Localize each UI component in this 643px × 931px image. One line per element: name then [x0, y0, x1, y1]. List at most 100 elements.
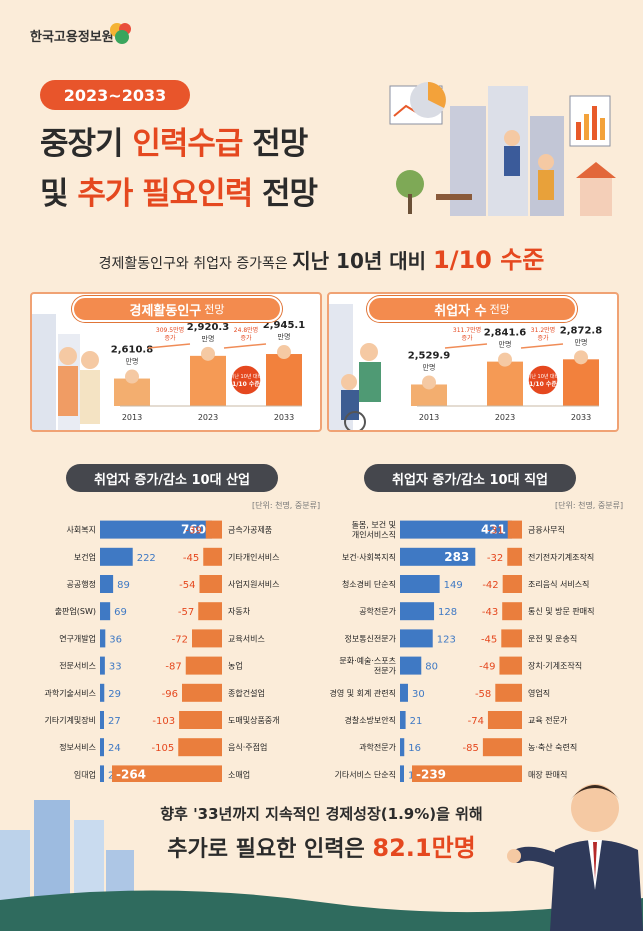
page-title-line2: 및 추가 필요인력 전망 — [40, 176, 318, 212]
bar-increase — [400, 656, 422, 675]
bar-increase — [100, 575, 114, 593]
panel-stamp-text: 지난 10년 대비 — [527, 373, 560, 380]
panel-increase-label: 31.2만명 — [531, 326, 555, 334]
person-icon — [422, 375, 436, 390]
panel-year-label: 2033 — [274, 413, 294, 422]
bar-increase — [100, 547, 133, 566]
bar-increase-value: 30 — [412, 689, 425, 700]
bar-decrease-category: 음식·주점업 — [228, 742, 267, 752]
bar-decrease — [199, 575, 222, 593]
bar-decrease-category: 금융사무직 — [528, 525, 565, 535]
bar-increase — [100, 738, 104, 757]
person-icon — [201, 346, 215, 361]
bar-decrease-category: 매장 판매직 — [528, 769, 567, 779]
bar-decrease — [179, 711, 222, 729]
footer-line2: 추가로 필요한 인력은 82.1만명 — [167, 834, 476, 862]
bar-increase-value: 123 — [437, 634, 456, 645]
bar-decrease — [198, 602, 222, 621]
bar-increase-category: 임대업 — [74, 770, 96, 779]
bar-increase — [100, 683, 105, 702]
panel-stamp-text: 1/10 수준 — [529, 380, 557, 388]
bar-decrease-value: -45 — [481, 634, 497, 645]
bar-decrease-category: 종합건설업 — [228, 688, 265, 698]
panel-value-label: 2,945.1 — [263, 320, 305, 331]
bar-decrease-category: 금속가공제품 — [228, 526, 272, 535]
subheadline: 경제활동인구와 취업자 증가폭은 지난 10년 대비 1/10 수준 — [98, 246, 545, 274]
bar-decrease — [112, 765, 222, 782]
logo-leaf-icon — [110, 23, 131, 44]
bar-decrease-value: -43 — [482, 607, 498, 618]
bar-increase-category: 경찰소방보안직 — [344, 715, 396, 725]
bar-increase — [400, 738, 405, 757]
logo-text: 한국고용정보원 — [30, 30, 114, 45]
bar-increase-category: 공학전문가 — [359, 606, 396, 616]
bar-increase-value: 128 — [438, 607, 457, 618]
panel-unit-label: 만명 — [499, 340, 512, 349]
panel-value-label: 2,920.3 — [187, 322, 229, 333]
header-illustration — [389, 82, 616, 216]
bar-decrease-category: 농업 — [228, 662, 243, 671]
bar-increase — [400, 520, 512, 539]
panel-stamp-text: 1/10 수준 — [232, 380, 260, 388]
panel-year-label: 2023 — [198, 413, 218, 422]
bar-increase — [100, 711, 104, 729]
bar-increase-value: 89 — [117, 580, 130, 591]
panel-increase-label: 증가 — [240, 334, 252, 342]
bar-increase — [400, 683, 408, 702]
bar-decrease — [501, 629, 522, 648]
bar-decrease-category: 통신 및 방문 판매직 — [528, 606, 595, 616]
bar-increase — [100, 629, 106, 648]
bar-decrease — [185, 656, 222, 675]
panel-bar — [190, 355, 226, 406]
panel-increase-label: 24.8만명 — [234, 326, 258, 334]
bar-decrease-category: 장치·기계조작직 — [528, 661, 582, 671]
bar-decrease-value: -103 — [152, 716, 175, 727]
bar-increase-category: 사회복지 — [67, 526, 96, 535]
bar-decrease-category: 사업지원서비스 — [228, 580, 280, 589]
person-icon — [277, 345, 291, 360]
person-icon — [498, 352, 512, 367]
bar-decrease-category: 교육 전문가 — [528, 715, 568, 725]
panel-unit-label: 만명 — [126, 357, 139, 366]
occupation-chart-title: 취업자 증가/감소 10대 직업 — [364, 464, 576, 492]
bar-decrease-value: -72 — [172, 634, 188, 645]
bar-decrease — [178, 738, 222, 757]
bar-increase-value: 149 — [444, 580, 463, 591]
period-badge: 2023~2033 — [40, 80, 190, 110]
panel-value-label: 2,872.8 — [560, 325, 602, 336]
bar-increase-category: 전문가 — [374, 666, 397, 676]
panel-unit-label: 만명 — [278, 332, 291, 341]
panel-increase-label: 증가 — [461, 334, 473, 342]
bar-decrease-value: -45 — [183, 553, 199, 564]
panel-unit-label: 만명 — [575, 337, 588, 346]
bar-increase-category: 출판업(SW) — [55, 606, 96, 616]
page-title-line1: 중장기 인력수급 전망 — [40, 126, 308, 162]
bar-increase-value: 69 — [114, 607, 127, 618]
bar-increase-value: 36 — [109, 634, 122, 645]
bar-decrease — [412, 765, 522, 782]
bar-increase-category: 정보서비스 — [59, 742, 96, 752]
bar-increase-value: 421 — [481, 523, 506, 537]
bar-decrease-value: -58 — [475, 689, 491, 700]
panel-stamp-text: 지난 10년 대비 — [230, 373, 263, 380]
panel-unit-label: 만명 — [202, 334, 215, 343]
bar-decrease-category: 영업직 — [528, 688, 550, 698]
bar-increase — [100, 765, 104, 782]
bar-increase-category: 보건·사회복지직 — [342, 552, 396, 562]
bar-increase-category: 과학전문가 — [359, 742, 396, 752]
bar-increase-value: 24 — [108, 743, 121, 754]
bar-increase — [400, 765, 404, 782]
industry-chart-title: 취업자 증가/감소 10대 산업 — [66, 464, 278, 492]
bar-decrease-value: -49 — [479, 662, 495, 673]
bar-decrease — [192, 629, 222, 648]
bar-decrease-category: 도매및상품중개 — [228, 715, 280, 725]
bar-increase — [100, 656, 105, 675]
panel-stamp — [230, 364, 262, 396]
bar-decrease-value: -264 — [116, 767, 146, 781]
panel-year-label: 2013 — [419, 413, 439, 422]
bar-increase — [400, 629, 433, 648]
panel-value-label: 2,610.8 — [111, 345, 153, 356]
bar-increase-value: 29 — [108, 689, 121, 700]
bar-increase-category: 개인서비스직 — [352, 530, 396, 540]
bar-decrease-value: -31 — [487, 526, 503, 537]
